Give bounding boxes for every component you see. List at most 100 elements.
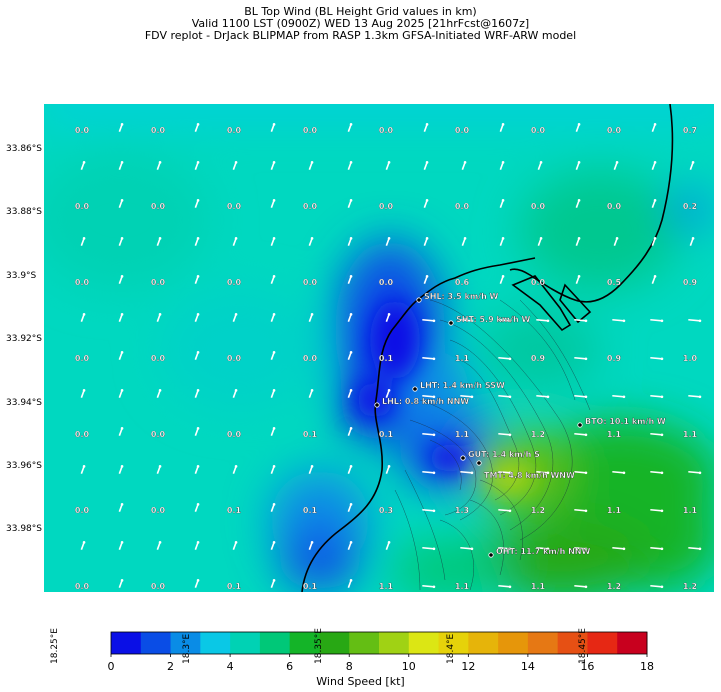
grid-value-label: 1.1 — [531, 582, 546, 591]
wind-arrow-head — [272, 427, 276, 430]
colorbar-tick-label: 18 — [640, 660, 654, 673]
wind-arrow-head — [272, 199, 276, 202]
grid-value-label: 1.2 — [531, 430, 545, 439]
wind-arrow — [688, 470, 701, 474]
wind-arrow-head — [691, 161, 695, 164]
wind-arrow-head — [196, 427, 200, 430]
wind-arrow — [460, 318, 473, 322]
wind-arrow-head — [463, 161, 467, 164]
grid-value-label: 0.0 — [75, 506, 90, 515]
grid-value-label: 0.2 — [683, 202, 697, 211]
wind-arrow-head — [508, 357, 512, 361]
colorbar-tick-label: 4 — [226, 660, 234, 673]
wind-arrow-head — [349, 427, 353, 430]
wind-arrow — [347, 542, 352, 550]
station-shl: SHL: 3.5 km/h W — [416, 292, 499, 303]
wind-arrow — [347, 238, 352, 246]
grid-value-label: 1.2 — [683, 582, 697, 591]
grid-value-label: 0.0 — [303, 354, 318, 363]
grid-value-label: 0.0 — [151, 430, 166, 439]
grid-value-label: 0.0 — [151, 506, 166, 515]
grid-value-label: 0.1 — [379, 430, 394, 439]
grid-value-label: 1.1 — [683, 506, 698, 515]
grid-value-label: 1.0 — [683, 354, 698, 363]
latitude-label: 33.96°S — [6, 461, 42, 471]
chart-title-line1: BL Top Wind (BL Height Grid values in km… — [244, 5, 477, 18]
station-marker — [416, 297, 422, 303]
wind-arrow-head — [622, 319, 626, 323]
wind-arrow-head — [660, 319, 664, 323]
wind-arrow-head — [349, 541, 353, 544]
wind-arrow — [575, 162, 580, 170]
wind-arrow-head — [698, 471, 702, 475]
grid-value-label: 0.3 — [379, 506, 393, 515]
latitude-label: 33.88°S — [6, 207, 42, 217]
wind-arrow-head — [82, 389, 86, 392]
wind-arrow-head — [310, 313, 314, 316]
wind-arrow — [650, 356, 663, 360]
wind-arrow — [270, 580, 275, 588]
grid-value-label: 0.0 — [379, 278, 394, 287]
wind-arrow — [689, 162, 694, 170]
station-label: SHL: 3.5 km/h W — [424, 292, 499, 301]
wind-arrow-head — [120, 313, 124, 316]
wind-arrow-head — [584, 319, 588, 323]
wind-arrow — [651, 200, 656, 208]
wind-arrow-head — [425, 161, 429, 164]
wind-arrow — [461, 238, 466, 246]
wind-arrow-head — [508, 395, 512, 399]
wind-arrow — [460, 394, 473, 398]
wind-arrow-head — [120, 503, 124, 506]
map-plot-area — [44, 104, 714, 592]
wind-arrow — [460, 470, 473, 474]
wind-arrow-head — [349, 503, 353, 506]
grid-value-label: 0.1 — [303, 430, 318, 439]
wind-arrow — [498, 584, 511, 588]
colorbar-segment — [140, 632, 172, 654]
wind-arrow — [270, 200, 275, 208]
station-marker — [476, 460, 482, 466]
wind-arrow-head — [577, 275, 581, 278]
grid-value-label: 0.9 — [683, 278, 698, 287]
colorbar-segment — [498, 632, 529, 654]
wind-arrow-head — [387, 161, 391, 164]
station-marker — [374, 402, 380, 408]
grid-value-label: 0.0 — [227, 126, 242, 135]
grid-value-label: 0.0 — [227, 278, 242, 287]
wind-arrow — [80, 238, 85, 246]
grid-value-label: 1.1 — [683, 430, 698, 439]
wind-arrow-head — [272, 161, 276, 164]
wind-arrow-head — [577, 161, 581, 164]
station-label: TMT: 4.8 km/h WNW — [484, 471, 575, 480]
wind-arrow-head — [349, 389, 353, 392]
grid-value-label: 0.0 — [75, 278, 90, 287]
wind-arrow-head — [272, 351, 276, 354]
colorbar-tick-label: 6 — [286, 660, 294, 673]
wind-arrow — [270, 542, 275, 550]
longitude-label: 18.45°E — [578, 628, 588, 664]
wind-arrow-head — [501, 199, 505, 202]
wind-arrow — [575, 124, 580, 132]
station-label: BTO: 10.1 km/h W — [585, 417, 666, 426]
wind-arrow-head — [120, 237, 124, 240]
colorbar-segment — [170, 632, 201, 654]
wind-arrow-head — [653, 237, 657, 240]
weather-stations: SHL: 3.5 km/h W SHT: 5.9 km/h W LHT: 1.4 k… — [374, 292, 666, 558]
wind-arrow-head — [272, 579, 276, 582]
wind-arrow-head — [698, 395, 702, 399]
wind-arrow-head — [196, 161, 200, 164]
wind-arrow-head — [501, 123, 505, 126]
grid-value-label: 0.0 — [151, 354, 166, 363]
wind-arrow — [613, 238, 618, 246]
grid-value-label: 1.1 — [379, 582, 394, 591]
wind-arrow-head — [234, 161, 238, 164]
wind-arrow-head — [349, 161, 353, 164]
wind-arrow — [574, 356, 587, 360]
wind-arrow-head — [158, 389, 162, 392]
wind-arrow-head — [234, 389, 238, 392]
station-lhl: LHL: 0.8 km/h NNW — [374, 397, 469, 408]
wind-arrow-head — [425, 237, 429, 240]
wind-arrow-head — [539, 161, 543, 164]
wind-arrow — [422, 546, 435, 550]
wind-arrow-head — [432, 585, 436, 589]
